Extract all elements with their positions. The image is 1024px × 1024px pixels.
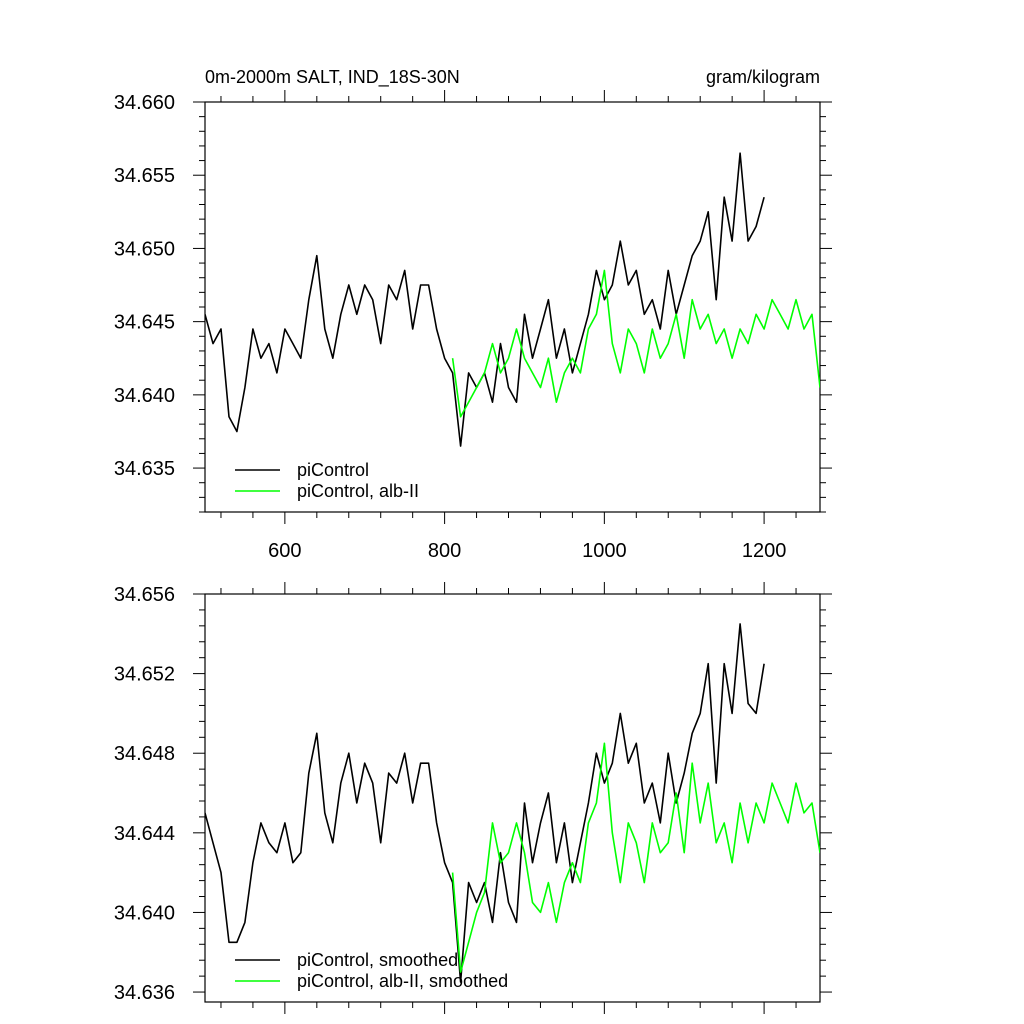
y-tick-label: 34.635 <box>114 458 175 480</box>
y-tick-label: 34.636 <box>114 982 175 1004</box>
y-tick-label: 34.645 <box>114 312 175 334</box>
series-line-picontrol-smoothed <box>205 623 765 983</box>
y-tick-label: 34.660 <box>114 92 175 114</box>
top-panel: 0m-2000m SALT, IND_18S-30N gram/kilogram… <box>114 67 832 562</box>
x-tick-label: 1000 <box>582 540 627 562</box>
series-line-picontrol-alb-ii <box>451 269 820 418</box>
legend-label: piControl, smoothed <box>297 950 458 970</box>
y-tick-label: 34.656 <box>114 584 175 606</box>
y-tick-label: 34.655 <box>114 165 175 187</box>
series-line-picontrol <box>205 152 765 447</box>
y-tick-label: 34.640 <box>114 385 175 407</box>
y-tick-label: 34.644 <box>114 823 175 845</box>
y-tick-label: 34.648 <box>114 743 175 765</box>
bottom-panel: 34.636 34.640 34.644 34.648 34.652 34.656 piCo… <box>114 582 832 1014</box>
plot-frame <box>204 593 821 1003</box>
plot-frame <box>204 101 821 513</box>
legend-label: piControl, alb-II, smoothed <box>297 971 508 991</box>
legend-label: piControl, alb-II <box>297 481 419 501</box>
x-tick-label: 1200 <box>742 540 787 562</box>
top-panel-units: gram/kilogram <box>706 67 820 87</box>
x-tick-label: 800 <box>428 540 461 562</box>
x-tick-label: 600 <box>268 540 301 562</box>
y-tick-label: 34.650 <box>114 238 175 260</box>
series-line-picontrol-alb-ii-smoothed <box>451 742 820 973</box>
y-tick-label: 34.652 <box>114 664 175 686</box>
top-panel-title: 0m-2000m SALT, IND_18S-30N <box>205 67 460 88</box>
legend-label: piControl <box>297 460 369 480</box>
y-tick-label: 34.640 <box>114 902 175 924</box>
